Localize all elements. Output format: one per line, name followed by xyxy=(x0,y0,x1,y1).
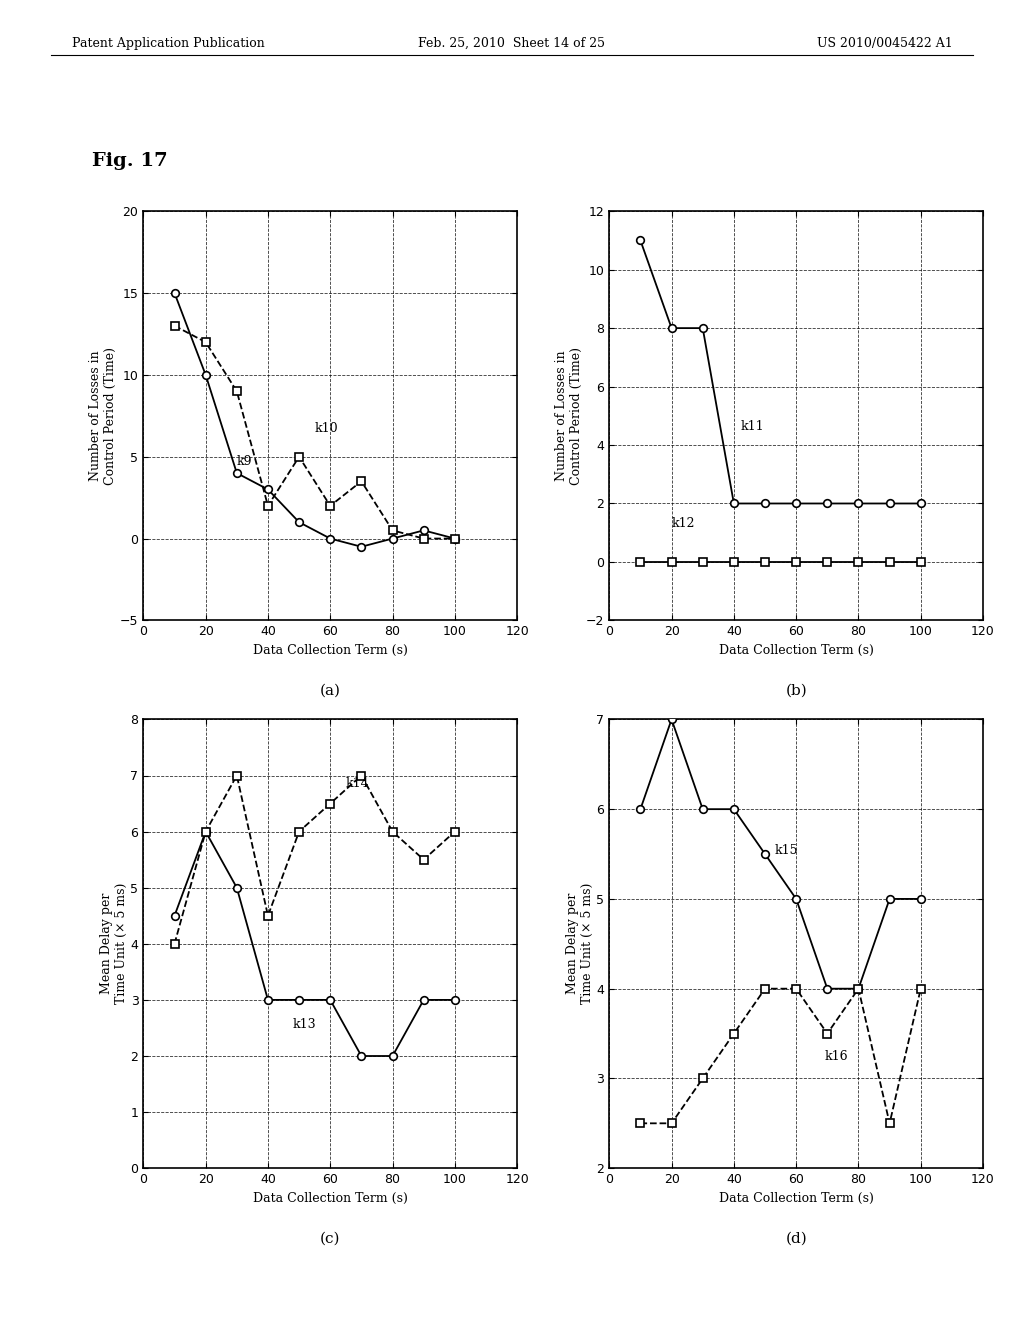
Text: Fig. 17: Fig. 17 xyxy=(92,152,168,170)
Text: Patent Application Publication: Patent Application Publication xyxy=(72,37,264,50)
Text: k9: k9 xyxy=(237,455,252,467)
X-axis label: Data Collection Term (s): Data Collection Term (s) xyxy=(719,1192,873,1205)
Text: (b): (b) xyxy=(785,684,807,698)
X-axis label: Data Collection Term (s): Data Collection Term (s) xyxy=(253,644,408,657)
Y-axis label: Number of Losses in
Control Period (Time): Number of Losses in Control Period (Time… xyxy=(89,347,117,484)
Text: (c): (c) xyxy=(319,1232,341,1246)
Text: k15: k15 xyxy=(774,843,798,857)
Text: k11: k11 xyxy=(740,420,764,433)
X-axis label: Data Collection Term (s): Data Collection Term (s) xyxy=(253,1192,408,1205)
Text: k13: k13 xyxy=(293,1018,316,1031)
Text: (d): (d) xyxy=(785,1232,807,1246)
X-axis label: Data Collection Term (s): Data Collection Term (s) xyxy=(719,644,873,657)
Text: k14: k14 xyxy=(346,776,370,789)
Text: (a): (a) xyxy=(319,684,341,698)
Y-axis label: Mean Delay per
Time Unit (× 5 ms): Mean Delay per Time Unit (× 5 ms) xyxy=(565,883,594,1005)
Text: k12: k12 xyxy=(672,517,695,529)
Text: k10: k10 xyxy=(314,422,338,436)
Y-axis label: Mean Delay per
Time Unit (× 5 ms): Mean Delay per Time Unit (× 5 ms) xyxy=(99,883,128,1005)
Text: k16: k16 xyxy=(824,1051,848,1064)
Text: US 2010/0045422 A1: US 2010/0045422 A1 xyxy=(816,37,952,50)
Y-axis label: Number of Losses in
Control Period (Time): Number of Losses in Control Period (Time… xyxy=(555,347,584,484)
Text: Feb. 25, 2010  Sheet 14 of 25: Feb. 25, 2010 Sheet 14 of 25 xyxy=(419,37,605,50)
